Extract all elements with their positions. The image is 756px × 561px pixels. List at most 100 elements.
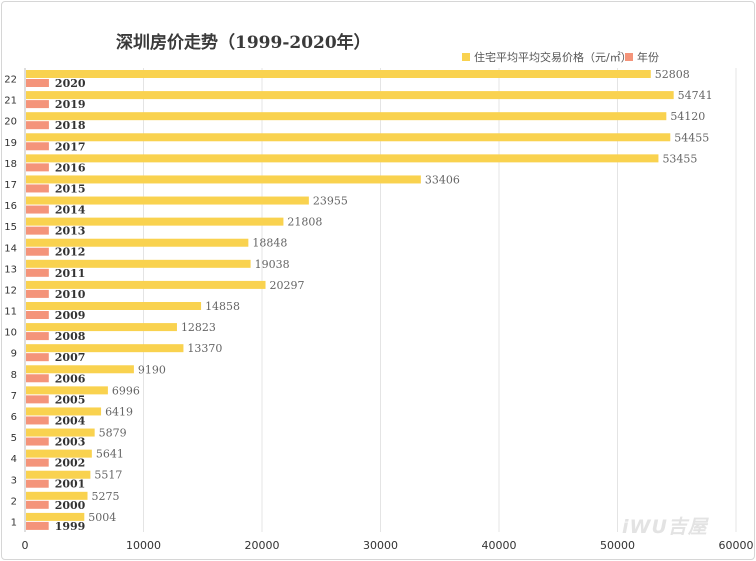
y-tick-label: 4 [11,454,17,465]
bar-price [26,238,249,247]
data-label-price: 19038 [255,258,290,271]
bar-price [26,449,92,458]
x-tick-label: 60000 [719,539,754,552]
y-tick-label: 11 [4,307,17,318]
y-tick-label: 7 [11,391,17,402]
bar-price [26,133,671,142]
data-label-year: 2011 [55,267,86,280]
data-label-price: 5004 [88,511,116,524]
y-tick-label: 9 [11,349,17,360]
y-tick-label: 5 [11,433,17,444]
bar-year [26,226,49,235]
data-label-year: 2012 [55,246,86,259]
legend-label-year: 年份 [637,51,659,64]
data-label-price: 54120 [670,110,705,123]
data-label-price: 52808 [655,68,690,81]
data-label-price: 5879 [99,427,127,440]
data-label-price: 53455 [662,152,697,165]
y-tick-label: 19 [4,138,17,149]
bar-year [26,121,49,130]
bar-price [26,407,102,416]
y-tick-label: 20 [4,117,17,128]
y-tick-label: 1 [11,517,17,528]
bar-price [26,70,651,78]
y-tick-label: 3 [11,475,17,486]
y-tick-label: 10 [4,328,17,339]
bar-year [26,458,49,467]
bar-year [26,500,49,509]
bar-price [26,112,667,121]
data-label-price: 13370 [187,342,222,355]
legend-swatch-year [625,53,633,61]
bar-year [26,395,49,404]
legend-swatch-price [462,53,470,61]
x-tick-label: 20000 [245,539,280,552]
y-tick-label: 14 [4,243,17,254]
data-label-price: 18848 [252,237,287,250]
y-tick-label: 13 [4,264,17,275]
bar-price [26,175,421,184]
y-tick-label: 22 [4,75,17,86]
bar-price [26,217,284,226]
data-label-year: 2009 [55,309,86,322]
data-label-year: 2001 [55,478,86,491]
bar-year [26,79,49,87]
data-label-year: 2005 [55,393,86,406]
data-label-price: 20297 [270,279,305,292]
data-label-year: 2008 [55,330,86,343]
y-tick-label: 16 [4,201,17,212]
legend-label-price: 住宅平均平均交易价格（元/㎡） [474,51,632,64]
data-label-price: 54455 [674,131,709,144]
bar-year [26,268,49,277]
y-tick-label: 2 [11,496,17,507]
bar-year [26,416,49,425]
bar-year [26,311,49,319]
y-tick-label: 6 [11,412,17,423]
bar-year [26,163,49,172]
data-label-price: 6996 [112,384,140,397]
data-label-year: 2016 [55,161,86,174]
bar-year [26,205,49,214]
data-label-year: 2018 [55,119,86,132]
bar-year [26,100,49,109]
bar-price [26,302,202,310]
data-label-year: 2004 [55,414,86,427]
x-tick-label: 50000 [600,539,635,552]
y-tick-label: 12 [4,285,17,296]
watermark-logo: iWU吉屋 [622,516,708,538]
bar-price [26,365,134,374]
data-label-price: 9190 [138,363,166,376]
data-label-price: 23955 [313,195,348,208]
data-label-year: 2007 [55,351,86,364]
bar-price [26,154,659,163]
data-label-year: 2002 [55,457,86,470]
data-label-price: 54741 [678,89,713,102]
bar-year [26,521,49,530]
y-tick-label: 17 [4,180,17,191]
bar-year [26,247,49,256]
bar-year [26,437,49,446]
x-tick-label: 0 [22,539,29,552]
bar-price [26,512,85,521]
bar-price [26,259,251,268]
x-tick-label: 40000 [482,539,517,552]
chart-title: 深圳房价走势（1999-2020年） [116,33,371,53]
data-label-price: 6419 [105,405,133,418]
x-tick-label: 10000 [126,539,161,552]
bar-price [26,491,88,500]
data-label-price: 5641 [96,448,124,461]
data-label-price: 33406 [425,173,460,186]
bar-year [26,353,49,362]
bar-price [26,428,95,437]
data-label-price: 12823 [181,321,216,334]
data-label-year: 2010 [55,288,86,301]
bar-price [26,344,184,353]
legend-item-price: 住宅平均平均交易价格（元/㎡） [462,49,632,65]
bar-price [26,323,177,332]
bar-price [26,280,266,289]
bar-year [26,374,49,383]
data-label-year: 2015 [55,182,86,195]
bar-year [26,289,49,298]
data-label-year: 2006 [55,372,86,385]
